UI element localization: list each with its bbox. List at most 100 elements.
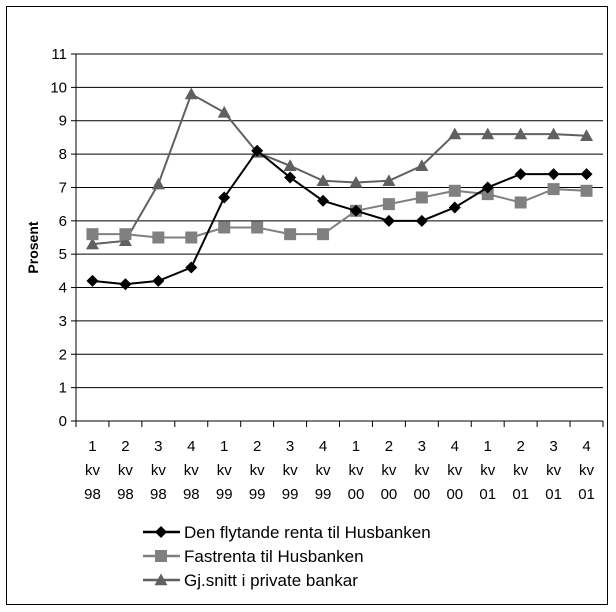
data-point [448,201,461,214]
data-point [152,274,165,287]
x-tick-label: 3 [418,438,426,455]
data-point [415,191,428,204]
x-tick-label: kv [184,462,200,479]
x-tick-label: 4 [582,438,590,455]
x-tick-label: 4 [187,438,195,455]
x-tick-label: 00 [414,486,431,503]
data-point [251,221,264,234]
data-point [284,171,297,184]
x-tick-label: kv [447,462,463,479]
x-tick-label: kv [513,462,529,479]
data-point [514,196,527,209]
x-tick-label: 3 [549,438,557,455]
y-tick-label: 4 [59,280,67,297]
y-axis: 0 1 2 3 4 5 6 7 8 9 10 11 [50,46,77,430]
y-tick-label: 7 [59,179,67,196]
x-tick-label: 99 [249,486,266,503]
data-point [514,168,527,181]
data-point [547,168,560,181]
data-point [218,191,231,204]
data-point [118,234,132,247]
legend-label: Den flytande renta til Husbanken [184,523,431,542]
data-point [218,221,231,234]
data-point [547,127,561,140]
x-tick-label: 00 [446,486,463,503]
x-tick-label: kv [151,462,167,479]
data-point [151,177,165,190]
x-tick-label: 98 [150,486,167,503]
x-tick-label: kv [546,462,562,479]
x-tick-label: 2 [253,438,261,455]
legend-label: Gj.snitt i private bankar [184,571,358,590]
data-point [317,194,330,207]
data-point [185,231,198,244]
y-tick-label: 5 [59,246,67,263]
data-point [283,159,297,171]
data-point [86,228,99,241]
x-axis: 1 kv 98 2 kv 98 3 kv 98 4 kv 98 1 kv 99 2 kv 99 3 kv 99 4 kv 99… [75,420,604,503]
data-point [382,198,395,211]
data-point [448,127,462,140]
x-tick-label: 98 [183,486,200,503]
x-tick-label: kv [118,462,134,479]
x-tick-label: kv [579,462,595,479]
y-tick-label: 6 [59,213,67,230]
x-tick-label: kv [283,462,299,479]
x-tick-label: 99 [315,486,332,503]
series-line [92,92,587,246]
x-tick-label: 1 [484,438,492,455]
y-tick-label: 0 [59,413,67,430]
data-point [481,188,494,201]
legend-marker [155,550,167,562]
y-tick-label: 8 [59,146,67,163]
y-tick-label: 9 [59,113,67,130]
data-point [580,129,594,141]
data-point [284,228,297,241]
data-point [349,175,363,188]
x-tick-label: kv [316,462,332,479]
data-point [85,237,99,250]
x-tick-label: 00 [348,486,365,503]
x-tick-label: 2 [516,438,524,455]
data-point [580,184,593,197]
data-point [580,168,593,181]
x-tick-label: 4 [451,438,459,455]
x-tick-label: 1 [220,438,228,455]
x-tick-label: kv [480,462,496,479]
data-point [415,159,429,171]
x-tick-label: kv [381,462,397,479]
legend-marker [155,526,167,538]
x-tick-label: 1 [88,438,96,455]
series-layer [85,87,594,291]
x-tick-label: 1 [352,438,360,455]
x-tick-label: 3 [154,438,162,455]
x-tick-label: 01 [578,486,595,503]
data-point [86,274,99,287]
x-tick-label: 99 [282,486,299,503]
x-tick-label: kv [250,462,266,479]
data-point [184,87,198,100]
x-tick-label: 98 [117,486,134,503]
data-point [481,181,494,194]
x-tick-label: 2 [121,438,129,455]
data-point [217,105,231,118]
data-point [448,184,461,197]
data-point [185,261,198,274]
y-tick-label: 2 [59,346,67,363]
x-tick-label: 01 [479,486,496,503]
x-tick-label: kv [414,462,430,479]
data-point [382,214,395,227]
data-point [152,231,165,244]
y-tick-label: 11 [51,46,67,63]
x-tick-label: 01 [512,486,529,503]
series-line [92,188,587,239]
data-point [382,174,396,186]
y-tick-label: 1 [59,380,67,397]
data-point [481,127,495,140]
data-point [415,214,428,227]
data-point [317,228,330,241]
data-point [547,183,560,196]
x-tick-label: 01 [545,486,562,503]
x-tick-label: 99 [216,486,233,503]
